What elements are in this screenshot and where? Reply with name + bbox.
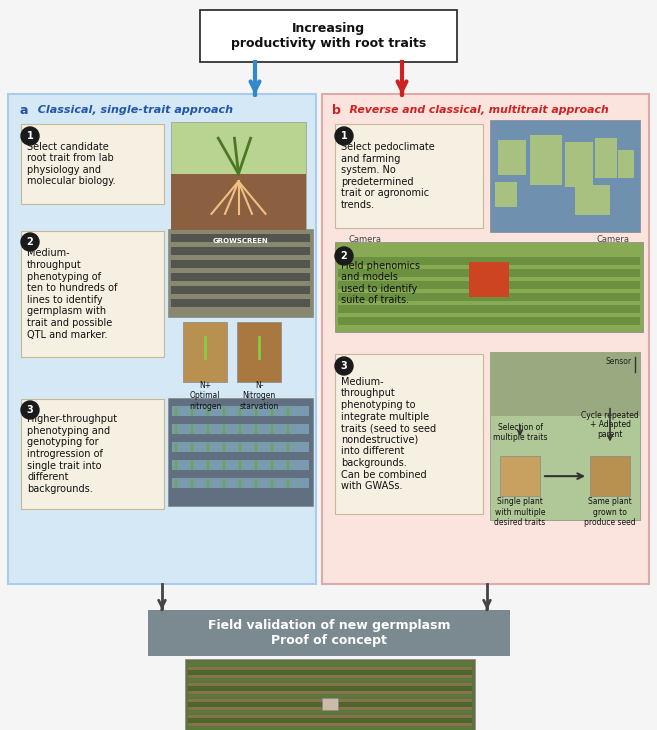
Text: Camera: Camera	[597, 234, 629, 244]
Circle shape	[21, 233, 39, 251]
FancyBboxPatch shape	[188, 710, 472, 715]
FancyBboxPatch shape	[21, 124, 164, 204]
Text: Classical, single-trait approach: Classical, single-trait approach	[30, 105, 233, 115]
FancyBboxPatch shape	[183, 322, 227, 382]
FancyBboxPatch shape	[500, 456, 540, 496]
FancyBboxPatch shape	[338, 269, 640, 277]
FancyBboxPatch shape	[188, 683, 472, 686]
FancyBboxPatch shape	[171, 260, 310, 268]
FancyBboxPatch shape	[188, 715, 472, 718]
Text: Field phenomics
and models
used to identify
suite of traits.: Field phenomics and models used to ident…	[341, 261, 420, 305]
Text: Cycle repeated: Cycle repeated	[581, 411, 639, 420]
FancyBboxPatch shape	[335, 124, 483, 228]
Circle shape	[21, 401, 39, 419]
Text: b: b	[332, 104, 341, 117]
Text: Selection of
multiple traits: Selection of multiple traits	[493, 423, 547, 442]
FancyBboxPatch shape	[335, 242, 643, 332]
FancyBboxPatch shape	[188, 702, 472, 707]
Text: Medium-
throughput
phenotyping to
integrate multiple
traits (seed to seed
nondes: Medium- throughput phenotyping to integr…	[341, 377, 436, 491]
Text: 2: 2	[27, 237, 34, 247]
Text: Sensor: Sensor	[606, 358, 632, 366]
Text: N+
Optimal
nitrogen: N+ Optimal nitrogen	[189, 381, 221, 411]
FancyBboxPatch shape	[188, 670, 472, 675]
Text: Field validation of new germplasm
Proof of concept: Field validation of new germplasm Proof …	[208, 619, 450, 647]
FancyBboxPatch shape	[188, 691, 472, 694]
FancyBboxPatch shape	[530, 135, 562, 185]
Text: 2: 2	[340, 251, 348, 261]
FancyBboxPatch shape	[188, 678, 472, 683]
Text: 3: 3	[27, 405, 34, 415]
Text: Select candidate
root trait from lab
physiology and
molecular biology.: Select candidate root trait from lab phy…	[27, 142, 116, 186]
FancyBboxPatch shape	[188, 694, 472, 699]
FancyBboxPatch shape	[171, 299, 310, 307]
FancyBboxPatch shape	[575, 185, 610, 215]
FancyBboxPatch shape	[188, 707, 472, 710]
FancyBboxPatch shape	[8, 94, 316, 584]
FancyBboxPatch shape	[188, 723, 472, 726]
FancyBboxPatch shape	[171, 174, 306, 230]
FancyBboxPatch shape	[21, 399, 164, 509]
FancyBboxPatch shape	[188, 675, 472, 678]
FancyBboxPatch shape	[188, 662, 472, 667]
FancyBboxPatch shape	[172, 460, 309, 470]
FancyBboxPatch shape	[338, 281, 640, 289]
FancyBboxPatch shape	[171, 234, 310, 242]
Text: 1: 1	[340, 131, 348, 141]
Circle shape	[21, 127, 39, 145]
Circle shape	[335, 127, 353, 145]
FancyBboxPatch shape	[490, 352, 640, 520]
FancyBboxPatch shape	[168, 229, 313, 317]
FancyBboxPatch shape	[172, 478, 309, 488]
Text: a: a	[20, 104, 28, 117]
FancyBboxPatch shape	[188, 667, 472, 670]
Text: Reverse and classical, multitrait approach: Reverse and classical, multitrait approa…	[342, 105, 609, 115]
FancyBboxPatch shape	[338, 293, 640, 301]
FancyBboxPatch shape	[188, 686, 472, 691]
Text: GROWSCREEN: GROWSCREEN	[213, 238, 268, 244]
FancyBboxPatch shape	[335, 354, 483, 514]
FancyBboxPatch shape	[168, 398, 313, 506]
FancyBboxPatch shape	[188, 699, 472, 702]
FancyBboxPatch shape	[172, 424, 309, 434]
FancyBboxPatch shape	[237, 322, 281, 382]
FancyBboxPatch shape	[595, 138, 617, 178]
FancyBboxPatch shape	[498, 140, 526, 175]
FancyBboxPatch shape	[338, 257, 640, 265]
FancyBboxPatch shape	[171, 247, 310, 255]
Circle shape	[335, 247, 353, 265]
FancyBboxPatch shape	[172, 406, 309, 416]
FancyBboxPatch shape	[495, 182, 517, 207]
FancyBboxPatch shape	[335, 244, 483, 322]
FancyBboxPatch shape	[21, 231, 164, 357]
FancyBboxPatch shape	[490, 352, 640, 416]
Text: Medium-
throughput
phenotyping of
ten to hundreds of
lines to identify
germplasm: Medium- throughput phenotyping of ten to…	[27, 248, 118, 339]
Text: Select pedoclimate
and farming
system. No
predetermined
trait or agronomic
trend: Select pedoclimate and farming system. N…	[341, 142, 435, 210]
FancyBboxPatch shape	[185, 659, 475, 730]
FancyBboxPatch shape	[148, 610, 510, 656]
FancyBboxPatch shape	[618, 150, 634, 178]
FancyBboxPatch shape	[188, 726, 472, 730]
Text: Camera: Camera	[348, 234, 382, 244]
FancyBboxPatch shape	[469, 262, 509, 297]
FancyBboxPatch shape	[171, 122, 306, 230]
FancyBboxPatch shape	[322, 698, 338, 710]
Text: + Adapted
parent: + Adapted parent	[589, 420, 631, 439]
FancyBboxPatch shape	[322, 94, 649, 584]
FancyBboxPatch shape	[171, 286, 310, 294]
FancyBboxPatch shape	[171, 273, 310, 281]
Circle shape	[335, 357, 353, 375]
Text: Same plant
grown to
produce seed: Same plant grown to produce seed	[584, 497, 636, 527]
Text: Increasing
productivity with root traits: Increasing productivity with root traits	[231, 22, 426, 50]
FancyBboxPatch shape	[490, 120, 640, 232]
FancyBboxPatch shape	[188, 718, 472, 723]
FancyBboxPatch shape	[200, 10, 457, 62]
Text: Higher-throughput
phenotyping and
genotyping for
introgression of
single trait i: Higher-throughput phenotyping and genoty…	[27, 414, 117, 493]
Text: Single plant
with multiple
desired traits: Single plant with multiple desired trait…	[494, 497, 545, 527]
Text: 3: 3	[340, 361, 348, 371]
FancyBboxPatch shape	[565, 142, 593, 187]
FancyBboxPatch shape	[590, 456, 630, 496]
FancyBboxPatch shape	[338, 305, 640, 313]
FancyBboxPatch shape	[172, 442, 309, 452]
FancyBboxPatch shape	[338, 317, 640, 325]
